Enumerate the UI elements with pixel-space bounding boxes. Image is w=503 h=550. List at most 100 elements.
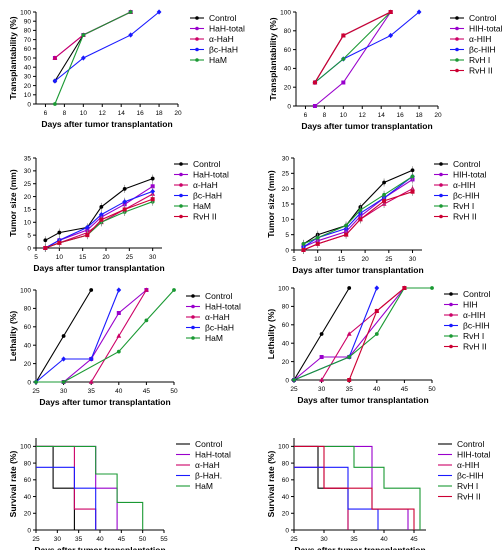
- y-tick-label: 80: [24, 460, 32, 467]
- y-tick-label: 80: [282, 460, 290, 467]
- x-tick-label: 16: [137, 110, 145, 117]
- data-point: [344, 223, 349, 228]
- x-tick-label: 50: [170, 388, 178, 395]
- x-tick-label: 6: [304, 112, 308, 119]
- series-line: [36, 445, 144, 530]
- legend-label: HIH-total: [453, 170, 487, 180]
- y-tick-label: 30: [24, 168, 32, 175]
- legend-label: βc-HaH: [205, 323, 234, 333]
- legend-label: βc-HIH: [463, 321, 490, 331]
- chart-panel: 25 30 35 40 45 50 0 20 40 60 80 100 Days after tumor…: [266, 285, 491, 405]
- legend-marker: [195, 37, 199, 41]
- x-tick-label: 45: [401, 386, 409, 393]
- x-tick-label: 50: [139, 536, 147, 543]
- legend-marker: [449, 313, 453, 317]
- data-point: [52, 78, 58, 84]
- x-tick-label: 15: [338, 256, 346, 263]
- data-point: [34, 380, 38, 384]
- y-tick-label: 60: [284, 47, 292, 54]
- data-point: [301, 248, 306, 252]
- series-line: [294, 445, 421, 530]
- legend-label: βc-HIH: [457, 471, 484, 481]
- x-tick-label: 40: [380, 536, 388, 543]
- data-point: [150, 176, 155, 181]
- y-tick-label: 20: [24, 361, 32, 368]
- x-tick-label: 45: [118, 536, 126, 543]
- y-axis-label: Transplantability (%): [268, 17, 278, 100]
- legend-marker: [455, 47, 459, 52]
- legend-label: α-HaH: [195, 460, 220, 470]
- series-line: [45, 190, 153, 249]
- data-point: [410, 174, 415, 179]
- x-tick-label: 10: [340, 112, 348, 119]
- data-point: [88, 379, 94, 384]
- data-point: [292, 378, 296, 382]
- x-tick-label: 45: [410, 536, 418, 543]
- legend-label: Control: [469, 13, 497, 23]
- legend-label: α-HIH: [453, 180, 475, 190]
- x-tick-label: 20: [102, 254, 110, 261]
- y-tick-label: 90: [24, 19, 32, 26]
- legend-marker: [195, 58, 199, 62]
- y-tick-label: 40: [24, 343, 32, 350]
- x-tick-label: 50: [428, 386, 436, 393]
- y-tick-label: 40: [284, 66, 292, 73]
- data-point: [312, 104, 317, 108]
- y-axis-label: Survival rate (%): [8, 451, 18, 518]
- data-point: [144, 318, 149, 323]
- x-axis-label: Days after tumor transplantation: [39, 397, 170, 407]
- legend-label: RvH I: [457, 481, 478, 491]
- series-line: [303, 169, 413, 245]
- data-point: [347, 286, 352, 290]
- legend-label: RvH II: [469, 66, 493, 76]
- y-tick-label: 0: [27, 101, 31, 108]
- data-point: [312, 80, 317, 85]
- data-point: [43, 246, 48, 250]
- x-tick-label: 25: [290, 536, 298, 543]
- x-tick-label: 14: [118, 110, 126, 117]
- data-point: [116, 349, 121, 354]
- series-line: [303, 191, 413, 251]
- x-tick-label: 12: [99, 110, 107, 117]
- legend-marker: [195, 47, 199, 52]
- y-tick-label: 80: [24, 306, 32, 313]
- legend-label: RvH II: [463, 342, 487, 352]
- data-point: [172, 288, 176, 292]
- x-axis-label: Days after tumor transplantation: [34, 545, 165, 550]
- legend-label: HIH: [463, 300, 478, 310]
- series-line: [54, 11, 131, 105]
- y-tick-label: 20: [24, 83, 32, 90]
- legend-marker: [191, 315, 195, 319]
- data-point: [57, 230, 62, 235]
- legend-marker: [179, 183, 183, 187]
- x-axis-label: Days after tumor transplantation: [33, 263, 164, 273]
- y-tick-label: 35: [24, 155, 32, 162]
- y-tick-label: 60: [282, 477, 290, 484]
- y-tick-label: 20: [284, 85, 292, 92]
- series-line: [294, 466, 379, 530]
- y-tick-label: 40: [24, 494, 32, 501]
- y-tick-label: 0: [285, 527, 289, 534]
- legend-label: RvH II: [193, 212, 217, 222]
- x-tick-label: 5: [292, 256, 296, 263]
- y-tick-label: 20: [24, 194, 32, 201]
- data-point: [156, 9, 162, 15]
- data-point: [346, 331, 352, 336]
- legend-label: Control: [205, 291, 233, 301]
- y-tick-label: 0: [285, 377, 289, 384]
- y-tick-label: 40: [24, 65, 32, 72]
- x-tick-label: 25: [385, 256, 393, 263]
- data-point: [99, 204, 104, 209]
- data-point: [319, 332, 324, 336]
- x-tick-label: 30: [318, 386, 326, 393]
- y-tick-label: 15: [282, 201, 290, 208]
- x-tick-label: 10: [314, 256, 322, 263]
- y-tick-label: 10: [282, 217, 290, 224]
- series-line: [45, 178, 153, 241]
- y-axis-label: Lethality (%): [266, 309, 276, 360]
- legend-label: HaH-total: [209, 24, 245, 34]
- legend-label: α-HIH: [463, 310, 485, 320]
- y-tick-label: 80: [284, 28, 292, 35]
- y-tick-label: 80: [282, 304, 290, 311]
